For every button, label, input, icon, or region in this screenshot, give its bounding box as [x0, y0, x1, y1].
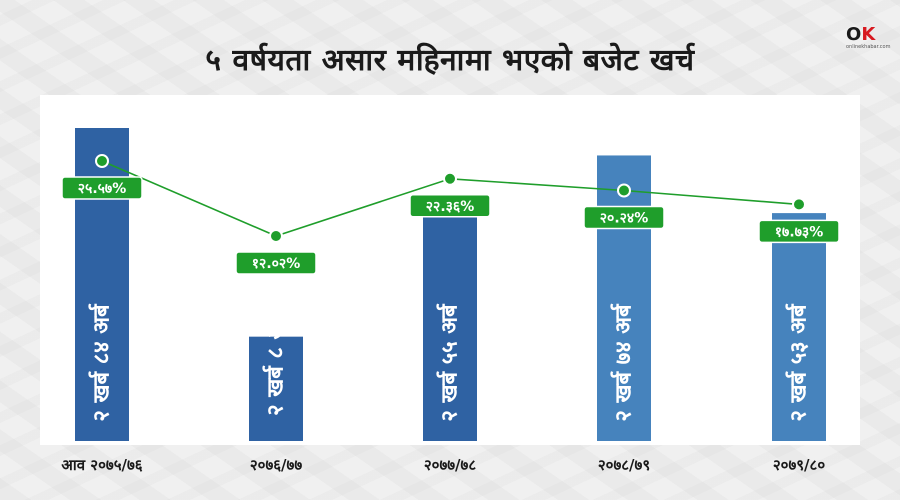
bar	[423, 207, 477, 441]
percentage-label-box	[235, 251, 317, 275]
bar	[597, 155, 651, 441]
logo-k: K	[861, 24, 876, 45]
category-label: आव २०७५/७६	[61, 456, 142, 474]
percentage-label-box	[583, 205, 665, 230]
category-label: २०७९/८०	[773, 456, 825, 474]
line-point	[95, 154, 109, 168]
percentage-label-box	[758, 219, 840, 244]
percentage-label: २०.२४%	[600, 211, 648, 227]
percentage-label: १७.७३%	[775, 224, 823, 240]
logo-o: O	[846, 24, 862, 45]
percentage-label: १२.०२%	[252, 256, 300, 272]
bar-value-label: २ खर्ब ८ अर्ब	[262, 309, 289, 416]
bar-value-label: २ खर्ब ८४ अर्ब	[88, 303, 115, 422]
bar-value-label: २ खर्ब ५३ अर्ब	[785, 303, 812, 422]
line-point	[617, 183, 631, 198]
brand-logo: OK onlinekhabar.com	[846, 24, 891, 66]
bar-value-label: २ खर्ब ५५ अर्ब	[436, 303, 463, 422]
line-point	[443, 171, 457, 186]
category-label: २०७७/७८	[424, 456, 476, 474]
percentage-label: २५.५७%	[78, 181, 126, 197]
percentage-label-box	[61, 176, 143, 200]
category-label: २०७८/७९	[598, 456, 650, 474]
chart-title: ५ वर्षयता असार महिनामा भएको बजेट खर्च	[205, 43, 695, 78]
bar-value-label: २ खर्ब ७४ अर्ब	[610, 303, 637, 422]
bar	[772, 213, 826, 441]
percentage-label-box	[409, 194, 491, 218]
category-label: २०७६/७७	[250, 456, 302, 474]
line-point	[792, 197, 806, 212]
line-point	[269, 229, 283, 243]
logo-subtext: onlinekhabar.com	[846, 44, 891, 50]
bar	[249, 336, 303, 441]
percentage-label: २२.३६%	[426, 199, 474, 215]
